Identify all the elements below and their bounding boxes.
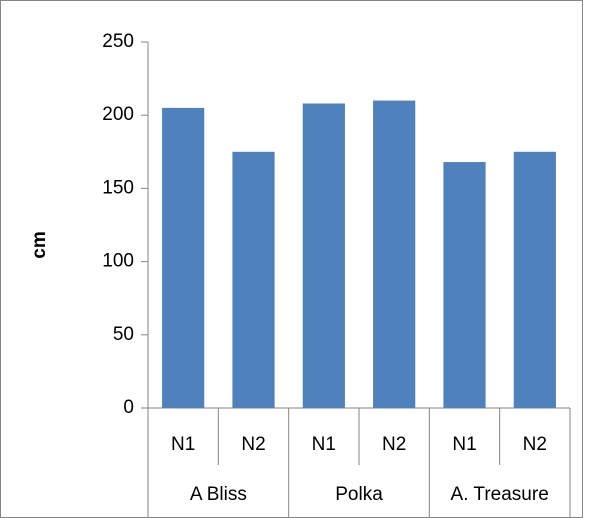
- x-tick-label: N2: [382, 434, 406, 455]
- x-tick-label: N1: [171, 434, 195, 455]
- y-tick-label: 50: [113, 324, 134, 345]
- x-tick-label: N2: [241, 434, 265, 455]
- bar: [162, 107, 205, 408]
- bar: [302, 103, 345, 408]
- bar: [513, 151, 556, 409]
- y-axis-title: cm: [29, 231, 50, 258]
- x-tick-label: N2: [523, 434, 547, 455]
- y-tick-label: 150: [102, 177, 134, 198]
- y-tick-label: 250: [102, 31, 134, 52]
- group-label: Polka: [335, 484, 383, 505]
- x-tick-label: N1: [452, 434, 476, 455]
- y-tick-label: 0: [123, 397, 134, 418]
- x-tick-label: N1: [312, 434, 336, 455]
- group-label: A Bliss: [190, 484, 247, 505]
- bar: [232, 151, 275, 409]
- bar: [443, 162, 486, 408]
- y-tick-label: 200: [102, 104, 134, 125]
- group-label: A. Treasure: [451, 484, 549, 505]
- bar: [373, 100, 416, 408]
- y-tick-label: 100: [102, 251, 134, 272]
